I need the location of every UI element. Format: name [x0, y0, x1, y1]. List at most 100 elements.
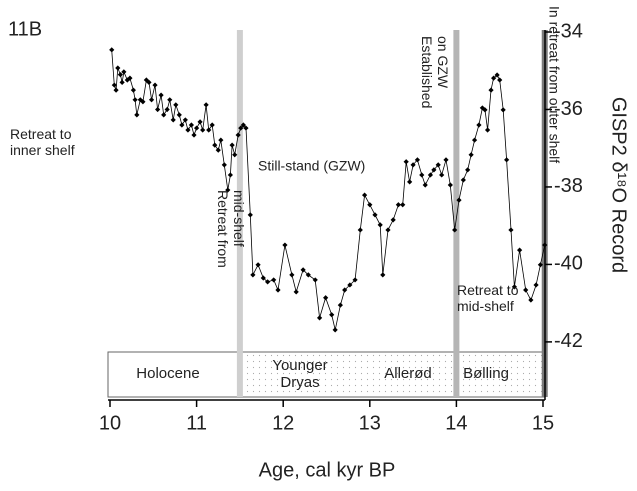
data-point: [240, 122, 246, 128]
data-point: [293, 289, 299, 295]
data-point: [155, 106, 161, 113]
data-point: [347, 282, 353, 288]
period-label: Holocene: [136, 365, 199, 382]
panel-label: 11B: [8, 18, 42, 40]
annotation: Still-stand (GZW): [258, 158, 365, 174]
data-point: [497, 77, 503, 83]
data-point: [148, 97, 155, 103]
annotation-line: mid-shelf: [457, 298, 514, 314]
data-point: [390, 217, 396, 223]
x-tick-label: 13: [359, 412, 381, 434]
data-point: [342, 287, 348, 293]
x-axis-label: Age, cal kyr BP: [259, 459, 396, 481]
annotation: Retreat to mid-shelf: [457, 282, 519, 314]
annotation-line: inner shelf: [10, 142, 75, 158]
data-point: [185, 127, 191, 133]
data-point: [491, 75, 497, 81]
data-point: [452, 227, 458, 233]
x-tick-label: 15: [532, 412, 554, 434]
data-point: [494, 72, 500, 78]
data-point: [439, 172, 445, 178]
data-point: [194, 125, 200, 131]
data-point: [271, 277, 277, 283]
data-point: [209, 122, 215, 128]
data-point: [332, 327, 338, 333]
data-point: [385, 227, 391, 233]
data-point: [119, 79, 125, 85]
data-point: [282, 242, 288, 248]
data-point: [109, 47, 115, 53]
data-point: [182, 117, 188, 123]
data-point: [176, 112, 182, 118]
data-point: [414, 157, 421, 163]
data-point: [533, 282, 539, 288]
data-point: [537, 262, 544, 268]
y-tick-label: -40: [554, 253, 583, 275]
data-point: [362, 192, 368, 198]
data-point: [323, 295, 329, 301]
data-point: [372, 212, 378, 218]
data-point: [200, 127, 206, 133]
data-point: [482, 107, 488, 113]
data-point: [221, 162, 227, 168]
data-point: [367, 202, 373, 208]
data-point: [528, 297, 534, 303]
data-point: [488, 87, 494, 93]
x-tick-label: 11: [186, 412, 207, 434]
data-point: [127, 75, 133, 81]
data-point: [225, 187, 231, 193]
data-point: [460, 177, 466, 183]
y-tick-label: -36: [554, 98, 583, 120]
data-point: [188, 122, 195, 128]
data-point: [380, 272, 386, 278]
data-point: [500, 107, 506, 113]
data-point: [435, 162, 441, 168]
data-point: [247, 212, 253, 218]
period-word: Younger: [272, 357, 327, 374]
data-point: [431, 167, 437, 173]
data-point: [227, 172, 233, 178]
data-line: [111, 49, 546, 330]
data-point: [179, 122, 185, 128]
y-tick-label: -42: [554, 330, 583, 352]
data-point: [121, 69, 127, 75]
annotation: Retreat frommid-shelf: [215, 190, 247, 268]
data-point: [152, 82, 158, 88]
data-point: [203, 102, 209, 108]
annotation: Establishedon GZW: [419, 36, 451, 108]
x-tick-label: 10: [99, 412, 121, 434]
period-word: Dryas: [280, 374, 319, 391]
annotation-line: Retreat to: [10, 126, 72, 142]
data-point: [357, 227, 363, 233]
data-point: [300, 267, 306, 273]
data-point: [419, 172, 425, 178]
data-point: [173, 102, 179, 108]
data-point: [158, 92, 164, 98]
data-point: [422, 182, 428, 188]
data-point: [161, 112, 167, 118]
data-point: [238, 125, 244, 131]
data-point: [305, 272, 311, 278]
period-label: Allerød: [384, 365, 432, 382]
data-point: [289, 272, 295, 278]
data-point: [229, 142, 235, 148]
data-point: [484, 127, 491, 133]
annotation-line: Retreat from: [215, 190, 231, 268]
data-point: [508, 227, 514, 233]
data-point: [167, 97, 173, 103]
data-point: [275, 287, 281, 293]
data-point: [523, 287, 529, 293]
data-point: [504, 157, 510, 163]
data-point: [164, 106, 170, 113]
data-point: [476, 122, 482, 128]
data-point: [260, 275, 266, 281]
data-point: [410, 162, 416, 168]
data-point: [403, 159, 409, 165]
data-point: [206, 127, 212, 133]
data-point: [329, 312, 335, 318]
data-point: [132, 97, 138, 103]
data-point: [134, 112, 140, 118]
data-point: [377, 222, 383, 228]
data-point: [197, 119, 203, 125]
data-point: [517, 247, 523, 253]
